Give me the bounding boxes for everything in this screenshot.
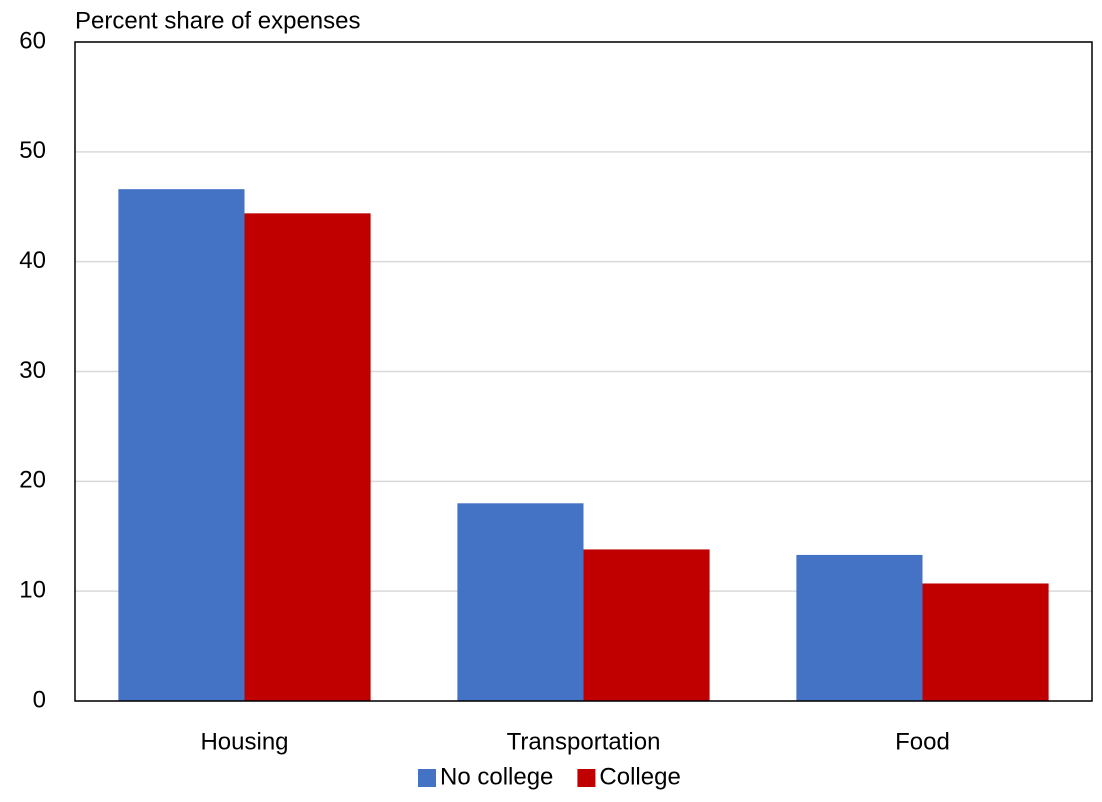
bar <box>922 583 1049 701</box>
x-tick-label: Food <box>895 728 950 755</box>
y-tick-label: 10 <box>19 577 46 604</box>
y-tick-label: 30 <box>19 357 46 384</box>
bar <box>118 189 245 701</box>
legend-label: College <box>599 763 680 790</box>
chart-title: Percent share of expenses <box>75 7 361 34</box>
bar <box>244 213 371 701</box>
x-tick-label: Housing <box>200 728 288 755</box>
y-tick-label: 0 <box>33 686 46 713</box>
y-tick-label: 20 <box>19 467 46 494</box>
y-tick-label: 40 <box>19 247 46 274</box>
bar <box>457 503 584 701</box>
y-tick-label: 50 <box>19 137 46 164</box>
y-tick-label: 60 <box>19 27 46 54</box>
plot-border <box>74 41 1093 702</box>
legend-label: No college <box>440 763 553 790</box>
legend-swatch <box>577 769 596 787</box>
x-tick-label: Transportation <box>507 728 661 755</box>
legend-swatch <box>418 769 436 787</box>
bar <box>796 554 923 701</box>
bar <box>583 549 710 701</box>
